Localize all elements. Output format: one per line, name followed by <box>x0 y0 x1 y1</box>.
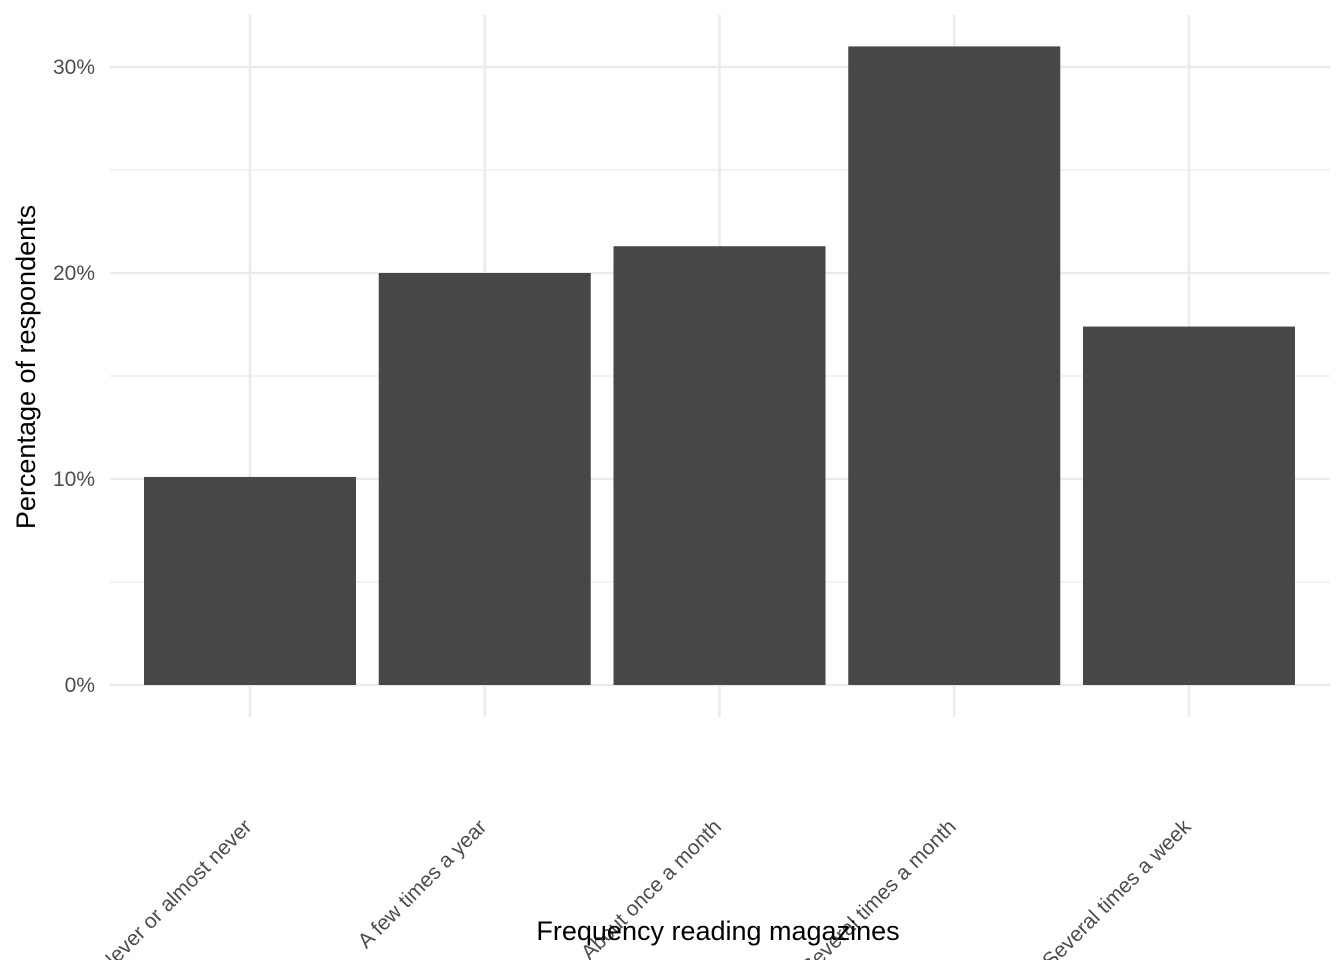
x-tick-label: Never or almost never <box>94 815 256 960</box>
y-axis-title: Percentage of respondents <box>11 205 41 529</box>
y-tick-label: 30% <box>53 56 95 79</box>
x-axis-title: Frequency reading magazines <box>536 916 899 946</box>
bar <box>144 476 356 685</box>
bar <box>378 273 591 685</box>
bar <box>1083 326 1295 685</box>
x-tick-label: Several times a week <box>1038 815 1196 960</box>
bars <box>144 46 1295 685</box>
bar <box>848 46 1061 685</box>
y-tick-labels: 0% 10% 20% 30% <box>53 56 95 697</box>
x-tick-label: A few times a year <box>354 815 492 953</box>
y-tick-label: 20% <box>53 262 95 285</box>
y-tick-label: 0% <box>65 674 95 697</box>
y-tick-label: 10% <box>53 468 95 491</box>
bar <box>613 246 826 685</box>
